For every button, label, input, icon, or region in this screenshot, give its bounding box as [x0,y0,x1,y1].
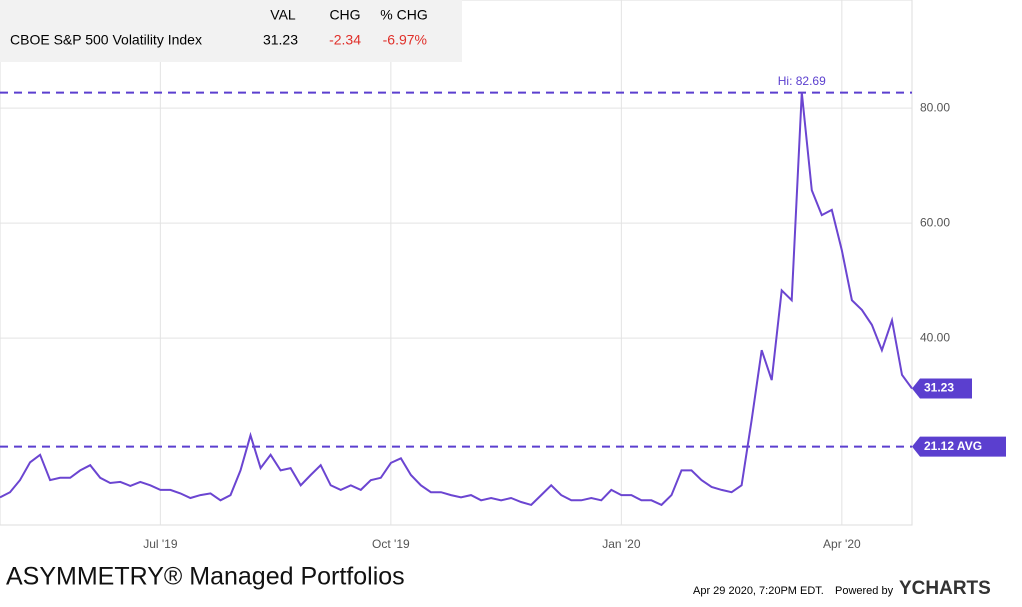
powered-by: Powered by [835,585,894,597]
series-line [0,92,913,507]
last-value-label: 31.23 [924,381,954,395]
y-tick-label: 40.00 [920,330,950,344]
ycharts-logo: YCHARTS [899,578,991,599]
avg-tag [912,436,1006,457]
summary-box [0,0,462,62]
plot-area [0,0,913,526]
summary-pchg: -6.97% [383,32,427,48]
header-chg: CHG [329,7,360,23]
last-value-tag [912,378,972,399]
header-pchg: % CHG [380,7,427,23]
grid [0,0,912,525]
timestamp: Apr 29 2020, 7:20PM EDT. [693,585,824,597]
y-tick-label: 80.00 [920,100,950,114]
brand: ASYMMETRY® Managed Portfolios [6,563,405,591]
x-tick-label: Jul '19 [143,537,178,551]
y-tick-label: 60.00 [920,215,950,229]
summary-val: 31.23 [263,32,298,48]
summary-chg: -2.34 [329,32,361,48]
hi-label: Hi: 82.69 [778,74,826,88]
summary-name: CBOE S&P 500 Volatility Index [10,32,202,48]
x-tick-label: Jan '20 [602,537,641,551]
header-val: VAL [270,7,296,23]
x-tick-label: Apr '20 [823,537,861,551]
avg-label: 21.12 AVG [924,439,982,453]
x-tick-label: Oct '19 [372,537,410,551]
